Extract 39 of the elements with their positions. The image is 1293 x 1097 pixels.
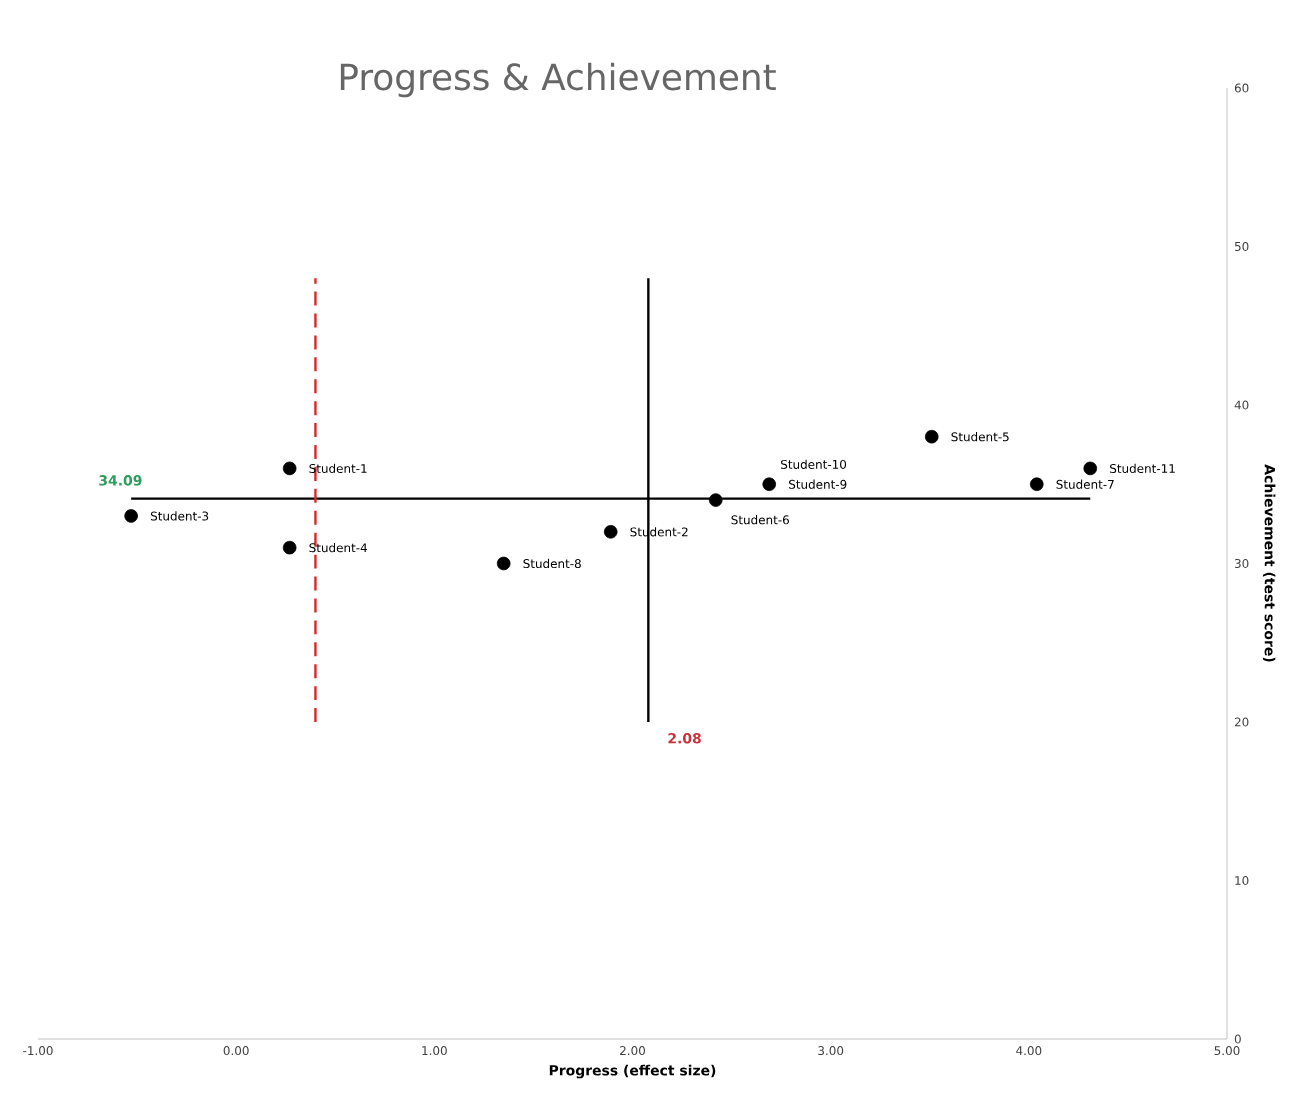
y-tick-label: 10: [1235, 875, 1249, 886]
point: [762, 477, 777, 492]
x-tick-label: 4.00: [1016, 1046, 1042, 1056]
annotation: Student-5: [951, 432, 1009, 442]
annotation: Student-11: [1110, 463, 1175, 474]
y-tick-label: 30: [1234, 558, 1249, 568]
y-tick-label: 20: [1234, 717, 1249, 727]
annotation: Student-8: [523, 558, 581, 569]
x-tick-label: 3.00: [818, 1046, 844, 1056]
annotation: Student-4: [309, 543, 367, 553]
y-axis-title: Achievement (test score): [1262, 464, 1276, 662]
point: [282, 540, 297, 555]
annotation: 2.08: [668, 733, 701, 744]
point: [1029, 477, 1044, 492]
point: [708, 493, 723, 507]
x-tick-label: 0.00: [223, 1046, 249, 1056]
annotation: Student-9: [789, 479, 847, 489]
point: [924, 429, 939, 444]
x-tick-label: -1.00: [23, 1046, 53, 1056]
annotation: Student-1: [309, 463, 367, 474]
point: [124, 509, 138, 523]
x-axis-title: Progress (effect size): [549, 1064, 716, 1079]
y-tick-label: 50: [1234, 241, 1249, 251]
annotation: Student-7: [1056, 479, 1114, 489]
point: [603, 525, 618, 539]
point: [1083, 461, 1098, 476]
annotation: Student-6: [731, 515, 789, 525]
x-tick-label: 1.00: [422, 1046, 447, 1056]
chart-title: Progress & Achievement: [340, 62, 776, 98]
annotation: 34.09: [99, 475, 142, 486]
y-tick-label: 40: [1234, 400, 1249, 410]
annotation: Student-10: [781, 459, 847, 469]
x-tick-label: 5.00: [1214, 1046, 1240, 1056]
y-tick-label: 0: [1234, 1034, 1241, 1044]
annotation: Student-3: [150, 511, 209, 521]
x-tick-label: 2.00: [620, 1046, 646, 1056]
y-tick-label: 60: [1234, 83, 1249, 93]
point: [282, 461, 297, 476]
point: [496, 556, 511, 571]
